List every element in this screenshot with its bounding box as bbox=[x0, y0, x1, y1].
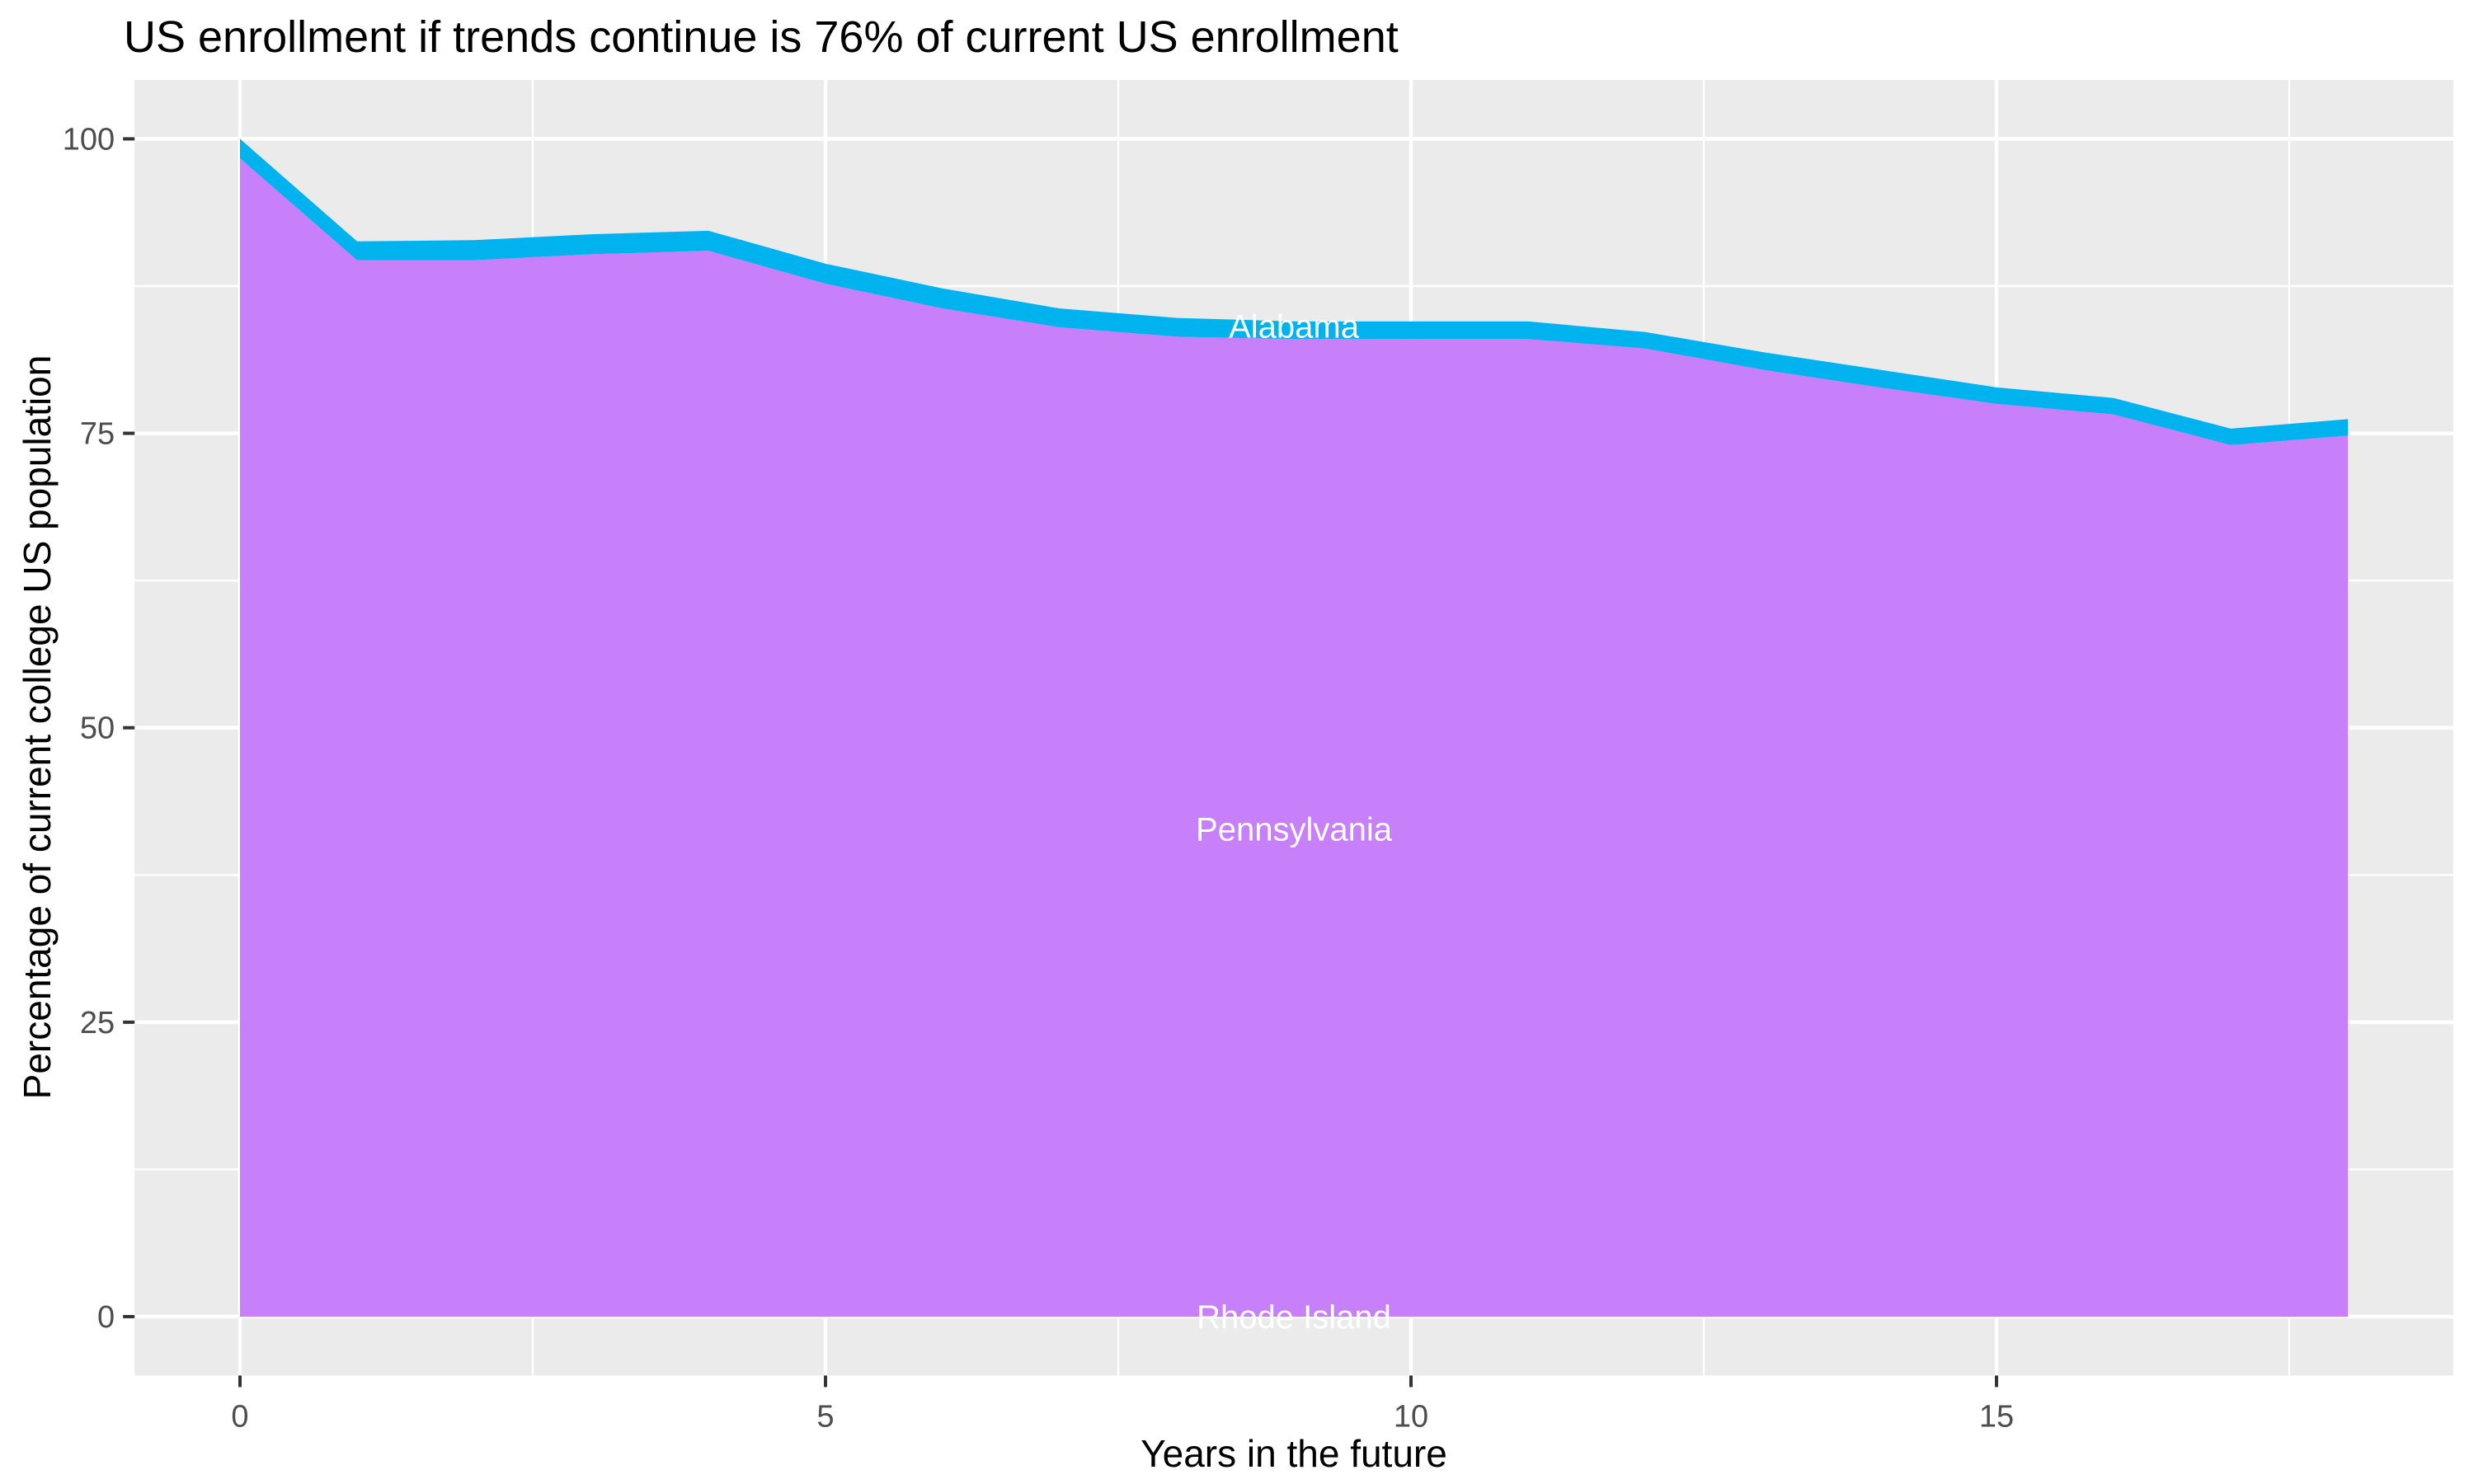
y-tick-label: 25 bbox=[80, 1006, 115, 1040]
x-tick-label: 5 bbox=[816, 1399, 834, 1434]
area-pennsylvania bbox=[240, 158, 2348, 1317]
series-label-rhode-island: Rhode Island bbox=[1197, 1299, 1391, 1336]
x-tick-label: 0 bbox=[231, 1399, 248, 1434]
y-axis-title: Percentage of current college US populat… bbox=[16, 355, 59, 1100]
y-tick-label: 50 bbox=[80, 711, 115, 746]
y-tick-label: 75 bbox=[80, 417, 115, 452]
y-tick-label: 100 bbox=[63, 122, 115, 157]
y-tick-label: 0 bbox=[97, 1300, 115, 1335]
chart-title: US enrollment if trends continue is 76% … bbox=[124, 12, 1399, 62]
series-label-alabama: Alabama bbox=[1229, 309, 1360, 345]
x-axis-title: Years in the future bbox=[1141, 1432, 1447, 1475]
area-alabama bbox=[240, 139, 2348, 445]
x-tick-label: 15 bbox=[1979, 1399, 2014, 1434]
series-label-pennsylvania: Pennsylvania bbox=[1196, 812, 1393, 848]
x-tick-label: 10 bbox=[1394, 1399, 1428, 1434]
